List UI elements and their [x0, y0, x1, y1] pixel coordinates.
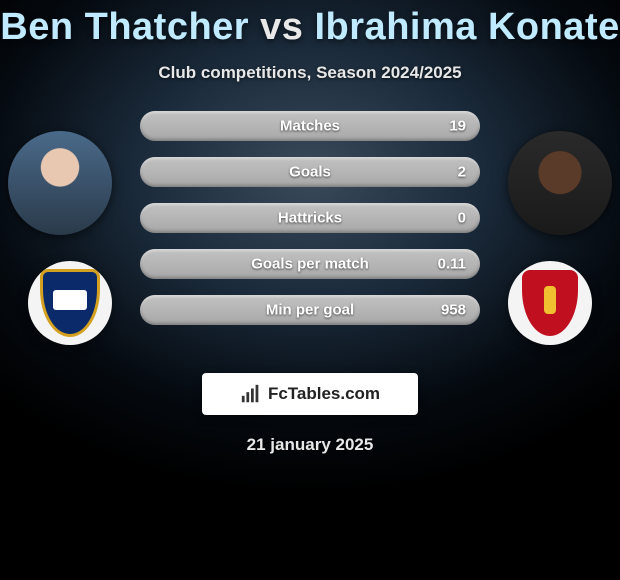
- stat-label: Matches: [280, 118, 340, 135]
- stat-label: Goals per match: [251, 256, 369, 273]
- liverpool-crest-icon: [522, 270, 578, 336]
- subtitle: Club competitions, Season 2024/2025: [0, 63, 620, 83]
- stat-label: Min per goal: [266, 302, 354, 319]
- stat-right-value: 958: [441, 302, 466, 319]
- stat-bar-goals-per-match: Goals per match 0.11: [140, 249, 480, 279]
- stat-label: Hattricks: [278, 210, 342, 227]
- player2-name: Ibrahima Konate: [315, 6, 620, 48]
- stat-label: Goals: [289, 164, 331, 181]
- stat-bars: Matches 19 Goals 2 Hattricks 0 Goals per…: [140, 111, 480, 325]
- brand-text: FcTables.com: [268, 384, 380, 404]
- stat-right-value: 0: [458, 210, 466, 227]
- bar-chart-icon: [240, 383, 262, 405]
- player1-name: Ben Thatcher: [0, 6, 249, 48]
- stat-right-value: 19: [449, 118, 466, 135]
- comparison-area: Matches 19 Goals 2 Hattricks 0 Goals per…: [0, 111, 620, 351]
- brand-badge: FcTables.com: [202, 373, 418, 415]
- stat-bar-min-per-goal: Min per goal 958: [140, 295, 480, 325]
- ipswich-crest-icon: [40, 269, 100, 337]
- stat-bar-hattricks: Hattricks 0: [140, 203, 480, 233]
- date-text: 21 january 2025: [0, 435, 620, 455]
- stat-bar-matches: Matches 19: [140, 111, 480, 141]
- stat-right-value: 2: [458, 164, 466, 181]
- stat-bar-goals: Goals 2: [140, 157, 480, 187]
- player1-club-crest: [28, 261, 112, 345]
- page-title: Ben Thatcher vs Ibrahima Konate: [0, 0, 620, 49]
- player2-club-crest: [508, 261, 592, 345]
- comparison-card: Ben Thatcher vs Ibrahima Konate Club com…: [0, 0, 620, 580]
- stat-right-value: 0.11: [438, 256, 466, 273]
- player2-avatar: [508, 131, 612, 235]
- player1-avatar: [8, 131, 112, 235]
- vs-text: vs: [260, 6, 303, 48]
